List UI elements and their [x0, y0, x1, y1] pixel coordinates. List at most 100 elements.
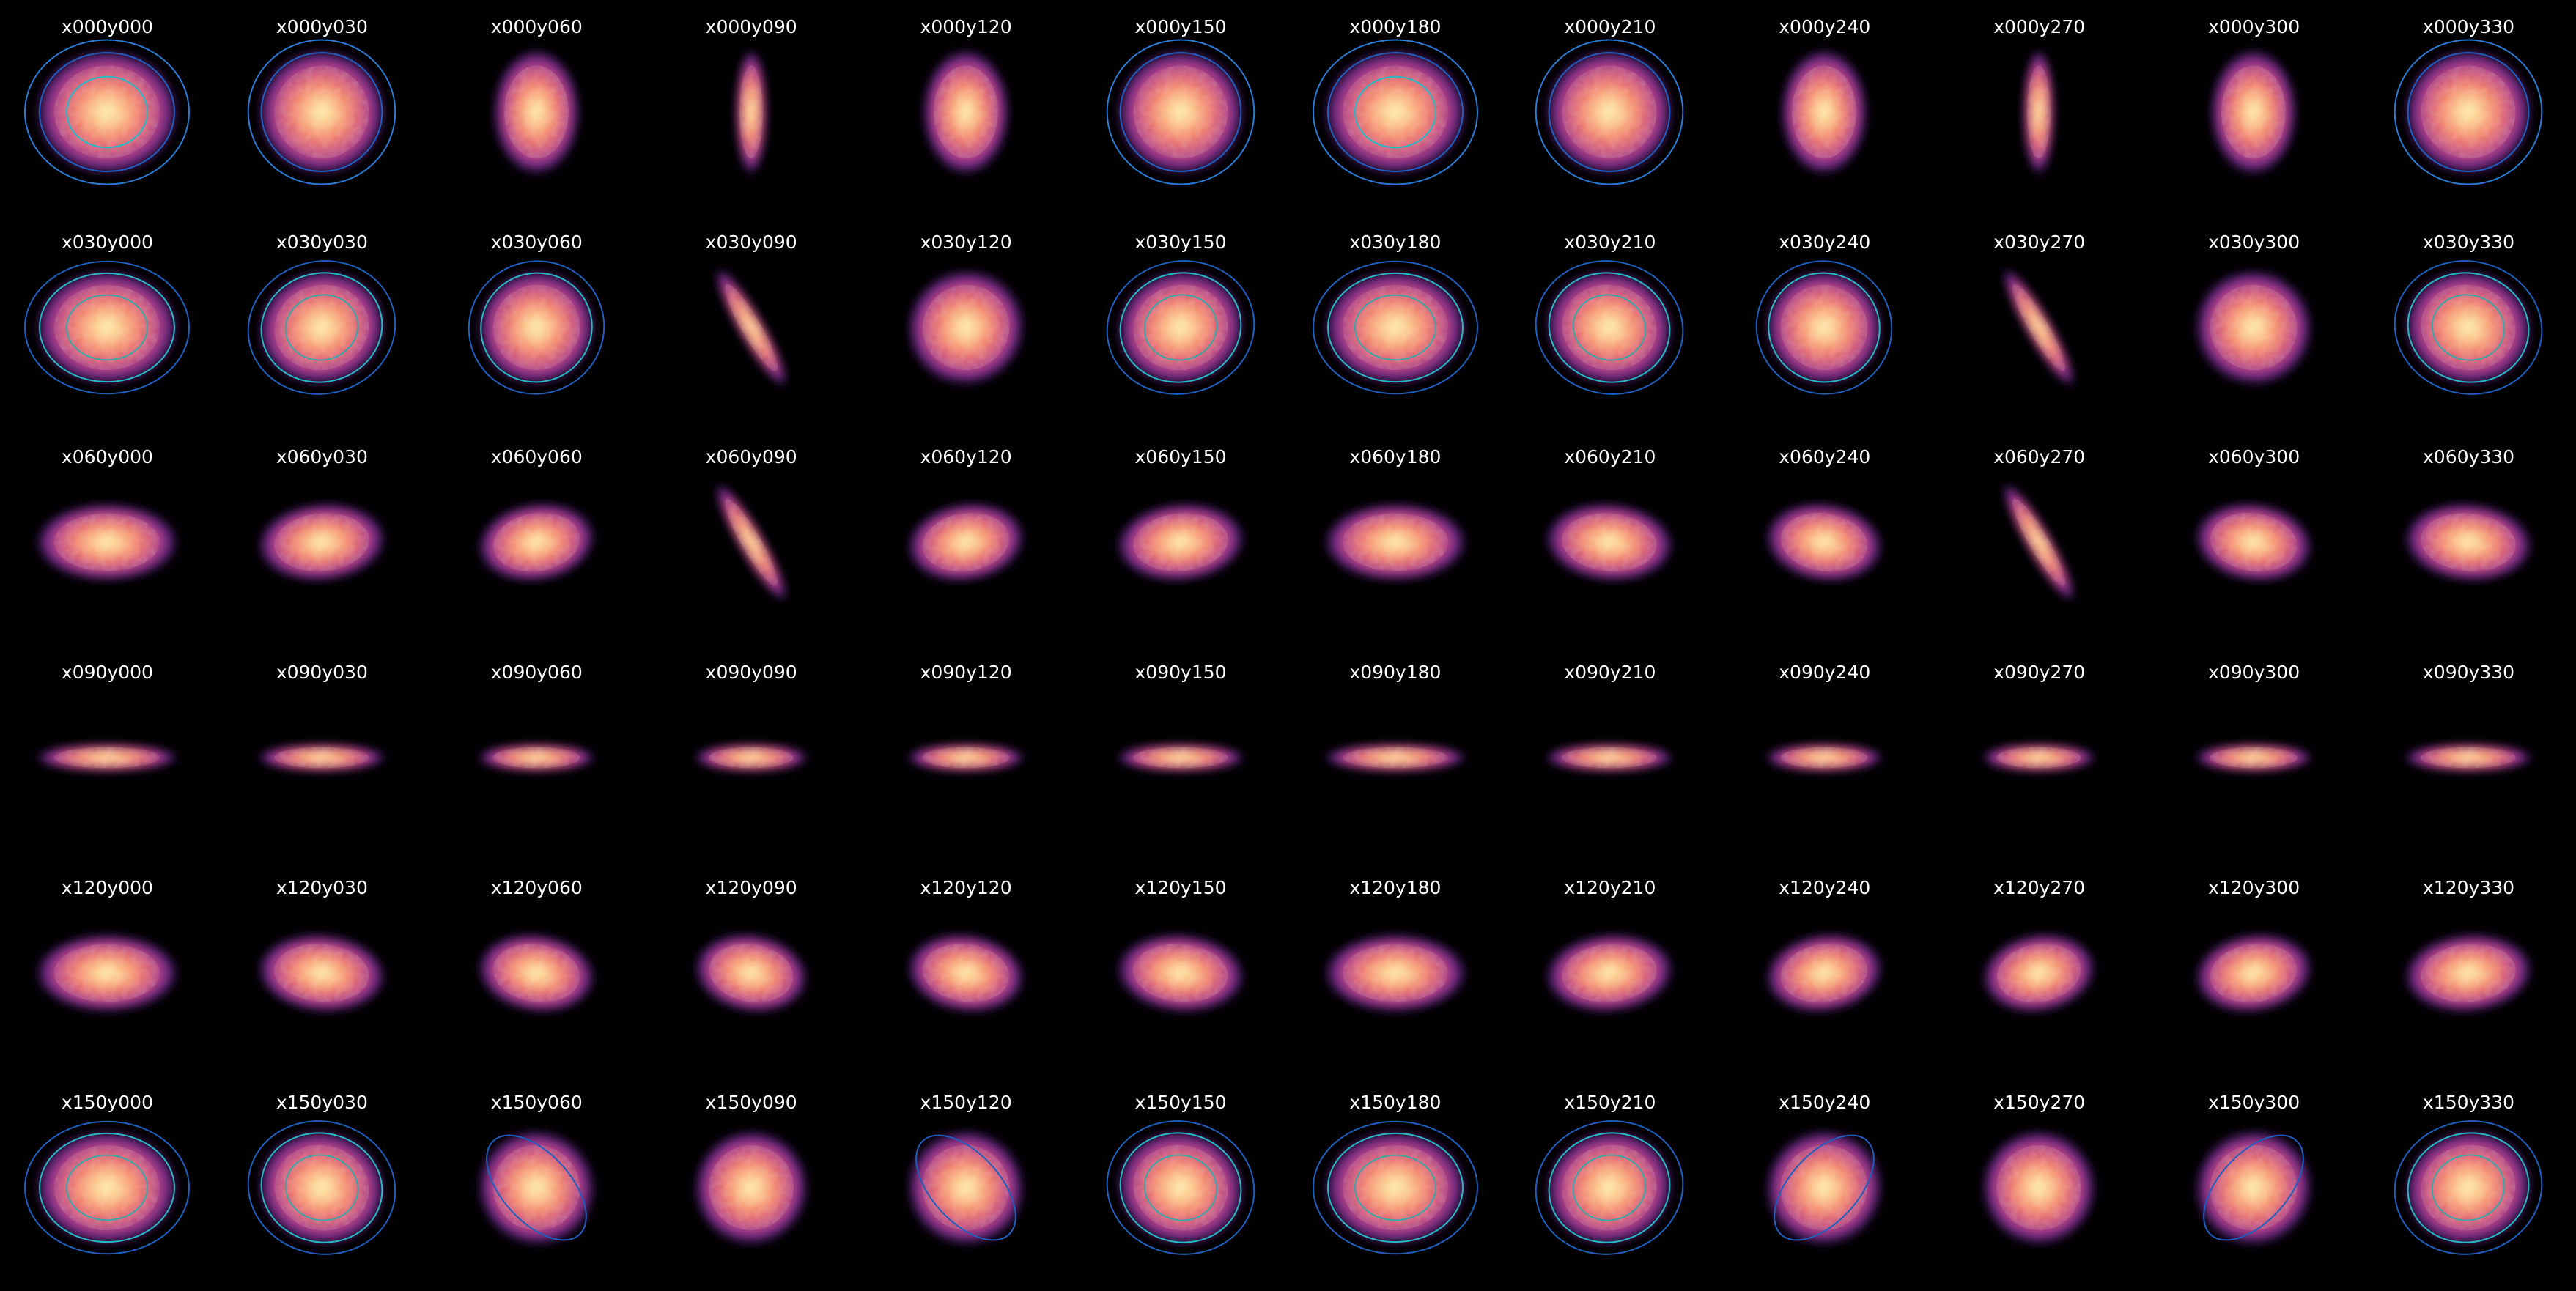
galaxy-image	[714, 266, 788, 388]
galaxy-texture	[274, 284, 369, 371]
isophote-contour	[1573, 1154, 1647, 1221]
panel-title: x030y270	[1993, 231, 2086, 253]
panel-title: x030y000	[61, 231, 153, 253]
isophote-contour	[260, 1132, 383, 1243]
galaxy-texture	[1342, 944, 1448, 1002]
isophote-contour	[1119, 1132, 1241, 1243]
galaxy-image	[2394, 1120, 2543, 1256]
galaxy-texture	[2210, 943, 2298, 1002]
galaxy-texture	[53, 747, 160, 769]
galaxy-texture	[2210, 513, 2298, 572]
isophote-contour	[1312, 260, 1478, 394]
galaxy-image	[476, 1128, 597, 1248]
panel-title: x030y330	[2423, 231, 2515, 253]
isophote-contour	[2407, 52, 2530, 172]
projection-panel: x090y120	[859, 646, 1074, 857]
galaxy-texture	[53, 513, 160, 571]
panel-title: x090y150	[1134, 662, 1227, 683]
isophote-contour	[1549, 1132, 1671, 1243]
galaxy-image	[1535, 39, 1684, 185]
panel-title: x150y120	[920, 1092, 1012, 1114]
galaxy-image	[1764, 501, 1885, 583]
galaxy-image	[476, 501, 597, 583]
panel-title: x000y300	[2208, 16, 2300, 37]
panel-title: x060y060	[490, 446, 583, 468]
galaxy-image	[1321, 502, 1469, 583]
galaxy-image	[1763, 1128, 1885, 1248]
galaxy-texture	[1792, 65, 1857, 159]
galaxy-texture	[1781, 284, 1868, 370]
galaxy-texture	[1562, 943, 1658, 1002]
galaxy-image	[692, 743, 810, 772]
galaxy-image	[2193, 501, 2314, 583]
isophote-contour	[468, 260, 605, 395]
galaxy-texture	[492, 513, 580, 572]
projection-panel: x090y180	[1288, 646, 1503, 857]
panel-title: x150y330	[2423, 1092, 2515, 1114]
panel-title: x060y000	[61, 446, 153, 468]
galaxy-texture	[1342, 65, 1448, 159]
galaxy-texture	[933, 65, 998, 159]
isophote-contour	[1143, 294, 1217, 361]
galaxy-image	[2402, 932, 2534, 1013]
galaxy-image	[2209, 48, 2299, 177]
panel-title: x150y090	[705, 1092, 797, 1114]
galaxy-image	[1764, 932, 1885, 1014]
isophote-contour	[38, 1133, 175, 1243]
galaxy-texture	[53, 1145, 160, 1231]
galaxy-image	[256, 932, 388, 1013]
galaxy-texture	[1132, 513, 1228, 572]
projection-panel: x000y240	[1717, 0, 1932, 212]
isophote-contour	[284, 1154, 359, 1221]
isophote-contour	[485, 1134, 587, 1241]
galaxy-image	[1106, 1120, 1255, 1256]
projection-panel: x150y090	[644, 1076, 859, 1287]
galaxy-texture	[2012, 498, 2066, 586]
panel-title: x030y120	[920, 231, 1012, 253]
galaxy-texture	[1562, 65, 1657, 159]
projection-panel: x150y240	[1717, 1076, 1932, 1287]
panel-title: x000y210	[1564, 16, 1656, 37]
galaxy-image	[905, 1128, 1027, 1248]
galaxy-image	[920, 48, 1011, 177]
isophote-contour	[2203, 1134, 2304, 1241]
isophote-contour	[1774, 1134, 1875, 1241]
projection-panel: x030y090	[644, 215, 859, 427]
projection-panel: x060y090	[644, 430, 859, 642]
projection-panel: x060y180	[1288, 430, 1503, 642]
panel-title: x000y030	[276, 16, 368, 37]
projection-panel: x150y030	[215, 1076, 429, 1287]
galaxy-texture	[922, 513, 1009, 572]
isophote-contour	[65, 75, 148, 149]
isophote-contour	[1573, 294, 1647, 361]
galaxy-image	[2002, 481, 2076, 604]
projection-panel: x150y000	[0, 1076, 215, 1287]
isophote-contour	[260, 52, 383, 172]
panel-title: x090y300	[2208, 662, 2300, 683]
projection-panel: x030y210	[1502, 215, 1717, 427]
galaxy-image	[2193, 932, 2314, 1014]
panel-title: x030y300	[2208, 231, 2300, 253]
galaxy-image	[1106, 39, 1255, 185]
galaxy-texture	[492, 284, 580, 370]
panel-title: x030y210	[1564, 231, 1656, 253]
galaxy-texture	[1562, 1144, 1657, 1231]
isophote-contour	[2431, 294, 2506, 361]
galaxy-image	[1535, 259, 1684, 395]
isophote-contour	[1535, 259, 1684, 395]
isophote-contour	[1106, 39, 1255, 185]
galaxy-texture	[1342, 1145, 1448, 1231]
projection-panel: x090y060	[429, 646, 644, 857]
panel-title: x150y000	[61, 1092, 153, 1114]
galaxy-texture	[503, 65, 569, 159]
panel-title: x090y210	[1564, 662, 1656, 683]
projection-panel: x150y210	[1502, 1076, 1717, 1287]
galaxy-texture	[1996, 1145, 2081, 1231]
galaxy-texture	[2421, 943, 2516, 1002]
panel-title: x150y210	[1564, 1092, 1656, 1114]
isophote-contour	[2407, 272, 2530, 383]
isophote-contour	[1354, 75, 1436, 149]
galaxy-image	[1980, 931, 2097, 1014]
projection-panel: x000y270	[1932, 0, 2147, 212]
galaxy-texture	[922, 284, 1009, 370]
